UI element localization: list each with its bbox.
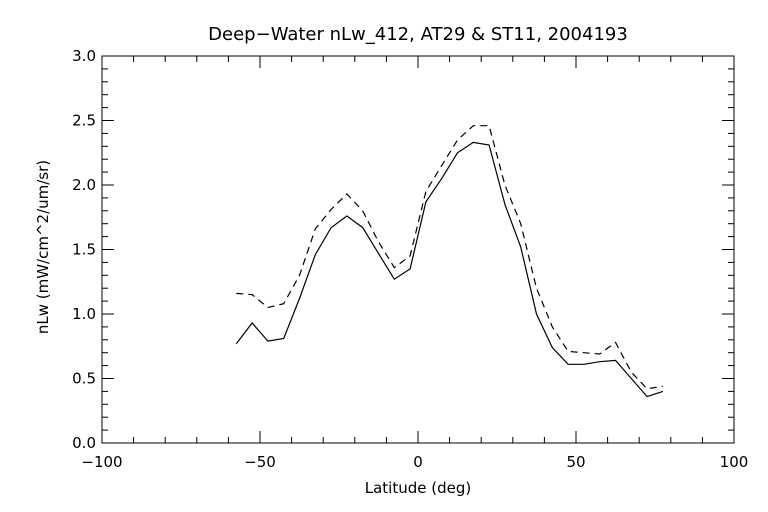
y-tick-label: 2.0	[72, 176, 96, 194]
y-tick-label: 1.5	[72, 241, 96, 259]
y-tick-label: 2.5	[72, 112, 96, 130]
dashed-series-line	[236, 125, 663, 390]
x-tick-label: −100	[81, 453, 122, 471]
x-tick-label: 0	[413, 453, 423, 471]
x-tick-label: 50	[566, 453, 585, 471]
solid-series-line	[235, 141, 664, 398]
y-tick-label: 1.0	[72, 305, 96, 323]
x-tick-labels: −100 −50 0 50 100	[81, 453, 748, 471]
axis-ticks	[101, 55, 735, 444]
y-tick-label: 0.0	[72, 434, 96, 452]
x-axis-label: Latitude (deg)	[365, 479, 471, 497]
plot-frame	[101, 55, 735, 444]
x-tick-label: 100	[720, 453, 749, 471]
y-tick-labels: 0.0 0.5 1.0 1.5 2.0 2.5 3.0	[72, 47, 96, 452]
y-axis-label: nLw (mW/cm^2/um/sr)	[34, 160, 52, 334]
y-tick-label: 0.5	[72, 370, 96, 388]
series-layer	[235, 125, 664, 398]
chart-title: Deep−Water nLw_412, AT29 & ST11, 2004193	[208, 24, 628, 45]
y-tick-label: 3.0	[72, 47, 96, 65]
x-tick-label: −50	[244, 453, 276, 471]
